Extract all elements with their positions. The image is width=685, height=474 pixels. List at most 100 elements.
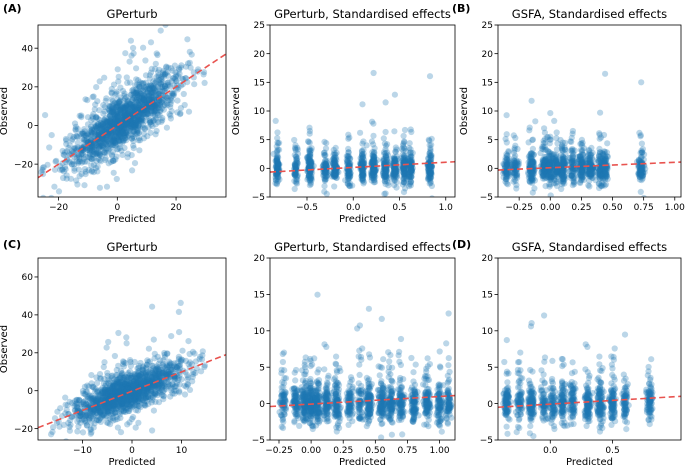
data-point — [95, 121, 101, 127]
data-point — [148, 39, 154, 45]
data-point — [114, 89, 120, 95]
data-point — [275, 178, 281, 184]
data-point — [321, 149, 327, 155]
data-point — [151, 408, 157, 414]
data-point — [547, 110, 553, 116]
data-point — [370, 133, 376, 139]
y-tick-label: −5 — [252, 193, 265, 203]
data-point — [178, 65, 184, 71]
data-point — [408, 153, 414, 159]
data-point — [429, 195, 435, 201]
data-point — [372, 145, 378, 151]
data-point — [74, 181, 80, 187]
data-point — [183, 75, 189, 81]
data-point — [179, 348, 185, 354]
y-axis-label: Observed — [459, 87, 470, 135]
data-point — [548, 192, 554, 198]
data-point — [359, 141, 365, 147]
data-point — [60, 148, 66, 154]
data-point — [130, 89, 136, 95]
data-point — [276, 147, 282, 153]
data-point — [345, 175, 351, 181]
data-point — [72, 120, 78, 126]
data-point — [357, 130, 363, 136]
data-point — [291, 137, 297, 143]
data-point — [428, 170, 434, 176]
x-tick-label: 0.0 — [346, 203, 361, 213]
x-tick-label: −20 — [49, 203, 68, 213]
data-point — [541, 125, 547, 131]
data-point — [321, 139, 327, 145]
data-point — [111, 170, 117, 176]
data-point — [88, 162, 94, 168]
y-axis-label: Observed — [0, 87, 10, 135]
data-point — [202, 80, 208, 86]
data-point — [80, 158, 86, 164]
data-point — [273, 118, 279, 124]
data-point — [641, 151, 647, 157]
data-point — [372, 158, 378, 164]
data-point — [274, 129, 280, 135]
data-point — [346, 182, 352, 188]
data-point — [561, 159, 567, 165]
data-point — [101, 149, 107, 155]
data-point — [512, 135, 518, 141]
data-point — [91, 206, 97, 212]
data-point — [89, 156, 95, 162]
data-point — [428, 163, 434, 169]
data-point — [152, 80, 158, 86]
data-point — [91, 93, 97, 99]
data-point — [176, 329, 182, 335]
data-point — [526, 127, 532, 133]
data-point — [75, 423, 81, 429]
panel-label-a: (A) — [3, 2, 22, 15]
data-point — [136, 365, 142, 371]
data-point — [182, 102, 188, 108]
data-point — [381, 135, 387, 141]
x-tick-label: 0.00 — [540, 203, 560, 213]
data-point — [102, 118, 108, 124]
y-axis-label: Observed — [231, 87, 242, 135]
data-point — [408, 169, 414, 175]
data-point — [274, 140, 280, 146]
data-point — [569, 159, 575, 165]
data-point — [427, 73, 433, 79]
data-point — [100, 137, 106, 143]
data-point — [197, 354, 203, 360]
data-point — [426, 137, 432, 143]
data-point — [382, 146, 388, 152]
data-point — [401, 179, 407, 185]
data-point — [345, 149, 351, 155]
data-point — [640, 170, 646, 176]
points-group — [48, 300, 208, 455]
data-point — [562, 147, 568, 153]
data-point — [307, 131, 313, 137]
data-point — [586, 183, 592, 189]
data-point — [158, 28, 164, 34]
data-point — [527, 159, 533, 165]
data-point — [177, 382, 183, 388]
data-point — [81, 182, 87, 188]
data-point — [569, 146, 575, 152]
y-tick-label: 5 — [259, 136, 265, 146]
data-point — [85, 414, 91, 420]
data-point — [45, 162, 51, 168]
data-point — [638, 189, 644, 195]
data-point — [153, 107, 159, 113]
data-point — [383, 99, 389, 105]
data-point — [167, 101, 173, 107]
data-point — [568, 173, 574, 179]
data-point — [122, 111, 128, 117]
data-point — [558, 186, 564, 192]
y-tick-label: 0 — [487, 165, 493, 175]
data-point — [200, 348, 206, 354]
data-point — [531, 185, 537, 191]
data-point — [172, 76, 178, 82]
data-point — [42, 112, 48, 118]
data-point — [639, 141, 645, 147]
data-point — [370, 121, 376, 127]
data-point — [309, 177, 315, 183]
data-point — [142, 57, 148, 63]
